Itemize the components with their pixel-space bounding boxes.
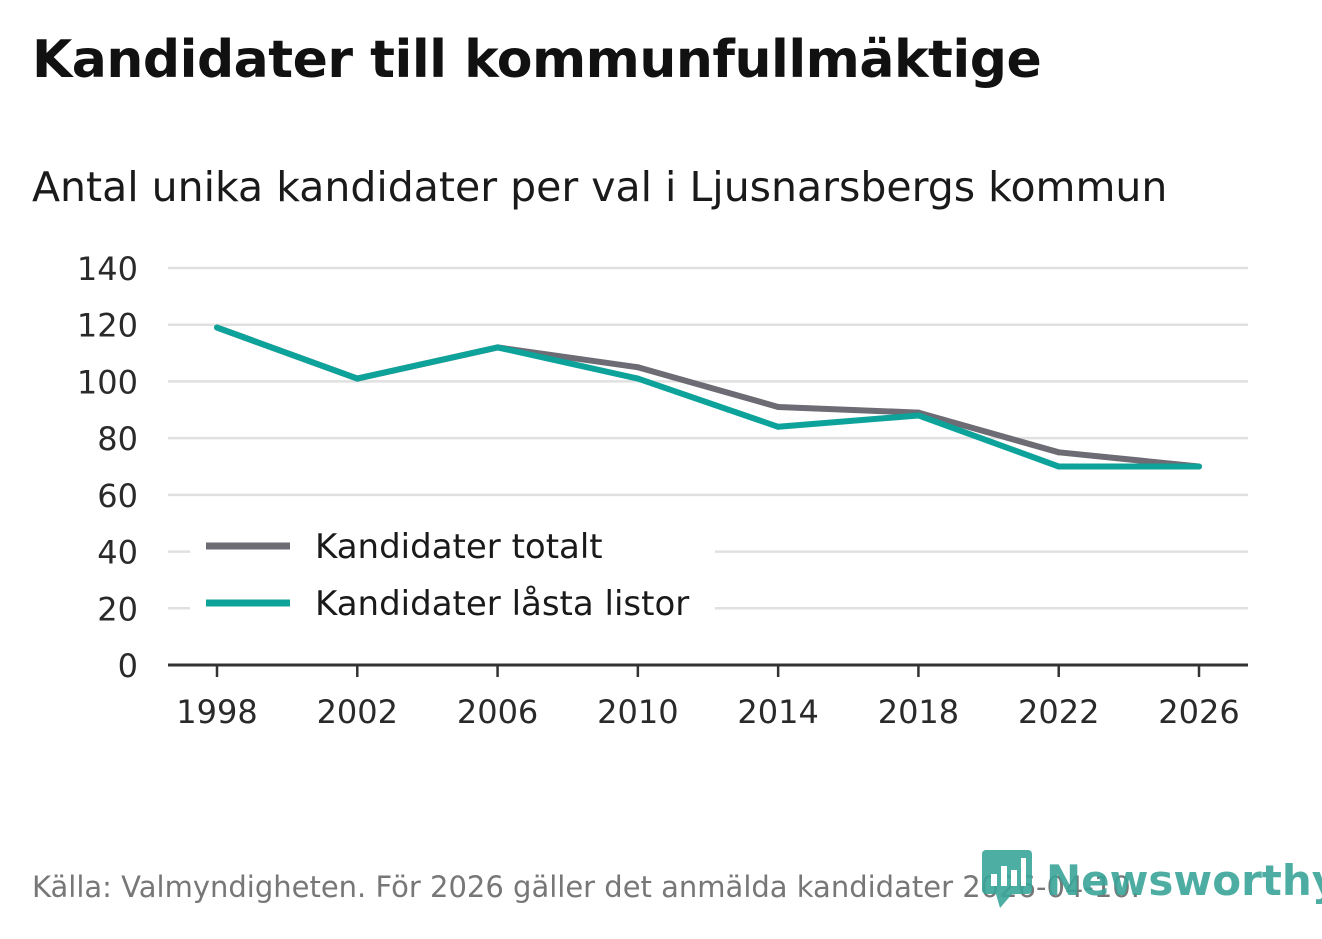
- newsworthy-logo[interactable]: Newsworthy: [982, 850, 1322, 910]
- series-line-kandidater-totalt: [215, 324, 1200, 470]
- data-point: [214, 324, 220, 331]
- data-point: [354, 375, 361, 382]
- y-tick-label: 20: [97, 590, 138, 628]
- newsworthy-logo-icon: [982, 850, 1032, 908]
- data-point: [775, 423, 782, 430]
- chart-subtitle: Antal unika kandidater per val i Ljusnar…: [32, 163, 1168, 211]
- y-tick-label: 80: [97, 420, 138, 458]
- y-tick-label: 60: [97, 477, 138, 515]
- legend-label: Kandidater totalt: [315, 527, 603, 567]
- data-point: [915, 412, 922, 419]
- line-chart: Kandidater totalt Kandidater låsta listor…: [77, 250, 1248, 731]
- legend-background: [190, 520, 715, 632]
- data-point: [1196, 463, 1202, 470]
- legend-label: Kandidater låsta listor: [315, 584, 689, 624]
- x-tick-label: 2026: [1158, 693, 1239, 731]
- y-tick-label: 140: [77, 250, 138, 288]
- data-point: [494, 344, 501, 351]
- series-line-kandidater-lasta-listor: [215, 324, 1199, 470]
- x-tick-label: 2006: [457, 693, 538, 731]
- x-tick-label: 2018: [878, 693, 959, 731]
- x-tick-label: 2002: [317, 693, 398, 731]
- source-note: Källa: Valmyndigheten. För 2026 gäller d…: [32, 870, 1140, 904]
- y-tick-label: 120: [77, 307, 138, 345]
- x-tick-label: 2022: [1018, 693, 1099, 731]
- x-tick-label: 1998: [176, 693, 257, 731]
- chart-title: Kandidater till kommunfullmäktige: [32, 30, 1042, 90]
- y-tick-label: 0: [118, 647, 138, 685]
- data-point: [1055, 463, 1062, 470]
- newsworthy-logo-text: Newsworthy: [1046, 855, 1322, 905]
- data-point: [775, 403, 782, 410]
- data-point: [634, 364, 641, 371]
- y-tick-label: 40: [97, 534, 138, 572]
- data-point: [1055, 449, 1062, 456]
- data-point: [634, 375, 641, 382]
- y-tick-label: 100: [77, 363, 138, 401]
- x-tick-label: 2010: [597, 693, 678, 731]
- x-tick-label: 2014: [737, 693, 818, 731]
